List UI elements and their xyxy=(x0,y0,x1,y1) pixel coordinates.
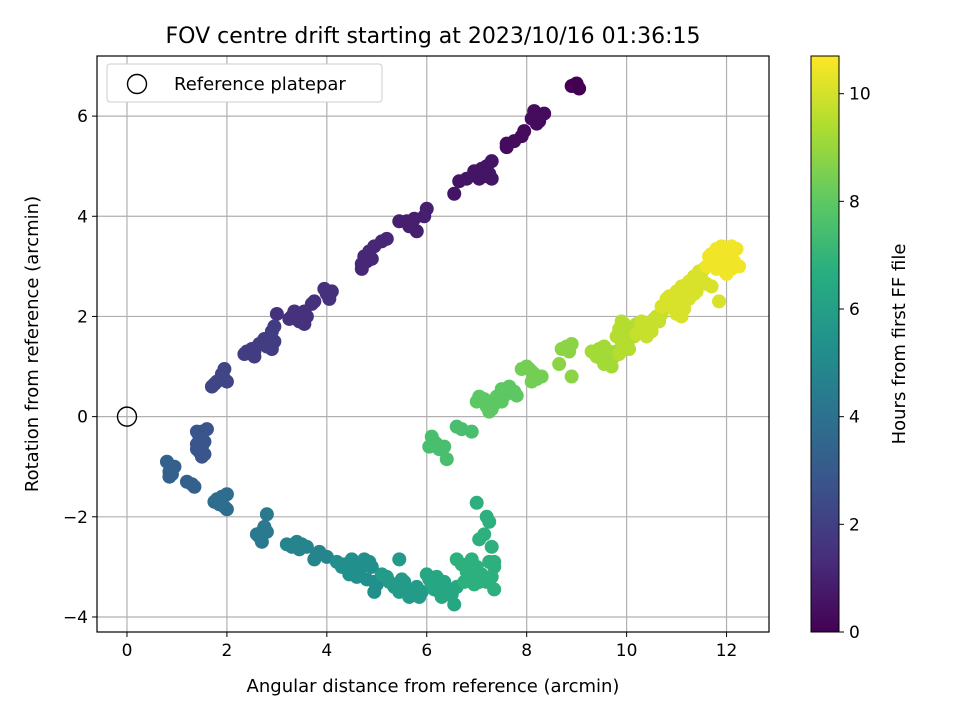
legend-box xyxy=(106,63,383,103)
data-point xyxy=(414,584,429,599)
data-point xyxy=(562,344,577,359)
data-point xyxy=(494,382,509,397)
colorbar-tick-label: 8 xyxy=(849,192,860,212)
data-point xyxy=(204,379,219,394)
data-point xyxy=(354,559,369,574)
colorbar-ticks: 0 2 4 6 8 10 xyxy=(839,85,871,643)
x-tick-label: 12 xyxy=(716,641,738,661)
data-point xyxy=(524,374,539,389)
data-point xyxy=(259,507,274,522)
data-point xyxy=(367,584,382,599)
data-point xyxy=(589,347,604,362)
data-point xyxy=(469,495,484,510)
data-point xyxy=(322,291,337,306)
data-point xyxy=(472,532,487,547)
colorbar-tick-label: 10 xyxy=(849,85,871,105)
data-point xyxy=(487,559,502,574)
data-point xyxy=(569,76,584,91)
data-point xyxy=(452,174,467,189)
data-point xyxy=(714,239,729,254)
chart-title: FOV centre drift starting at 2023/10/16 … xyxy=(166,24,701,49)
data-point xyxy=(522,362,537,377)
y-axis-label: Rotation from reference (arcmin) xyxy=(22,196,43,492)
data-point xyxy=(217,499,232,514)
y-tick-label: −2 xyxy=(63,508,88,528)
data-point xyxy=(479,169,494,184)
x-tick-label: 2 xyxy=(221,641,232,661)
data-point xyxy=(479,509,494,524)
colorbar: 0 2 4 6 8 10 Hours from first FF file xyxy=(810,55,910,643)
data-point xyxy=(359,254,374,269)
data-point xyxy=(402,219,417,234)
data-point xyxy=(509,388,524,403)
data-point xyxy=(729,241,744,256)
data-point xyxy=(484,402,499,417)
data-point xyxy=(282,311,297,326)
x-axis-label: Angular distance from reference (arcmin) xyxy=(247,676,620,697)
reference-marker-layer xyxy=(116,406,138,427)
data-point xyxy=(447,186,462,201)
data-point xyxy=(484,539,499,554)
colorbar-tick-label: 6 xyxy=(849,300,860,320)
reference-platepar-marker xyxy=(116,406,138,427)
legend: Reference platepar xyxy=(106,63,383,103)
data-point xyxy=(447,597,462,612)
data-point xyxy=(634,314,649,329)
data-point xyxy=(162,469,177,484)
data-point xyxy=(437,439,452,454)
data-point xyxy=(397,574,412,589)
data-point xyxy=(499,140,514,155)
y-tick-label: −4 xyxy=(63,608,88,628)
x-tick-label: 6 xyxy=(421,641,432,661)
y-tick-label: 4 xyxy=(77,207,88,227)
data-point xyxy=(392,552,407,567)
x-tick-label: 8 xyxy=(521,641,532,661)
data-point xyxy=(299,539,314,554)
data-point xyxy=(259,524,274,539)
data-point xyxy=(219,374,234,389)
data-point xyxy=(564,369,579,384)
data-point xyxy=(724,261,739,276)
data-point xyxy=(614,314,629,329)
data-point xyxy=(464,424,479,439)
colorbar-label: Hours from first FF file xyxy=(889,244,910,445)
data-point xyxy=(439,452,454,467)
data-point xyxy=(487,582,502,597)
x-axis: 0 2 4 6 8 10 12 xyxy=(122,632,738,661)
data-point xyxy=(269,306,284,321)
data-point xyxy=(247,349,262,364)
data-point xyxy=(264,342,279,357)
y-tick-label: 2 xyxy=(77,307,88,327)
data-point xyxy=(712,294,727,309)
y-tick-label: 6 xyxy=(77,107,88,127)
data-point xyxy=(704,279,719,294)
data-point xyxy=(364,559,379,574)
data-point xyxy=(439,587,454,602)
data-point xyxy=(597,357,612,372)
x-tick-label: 0 xyxy=(122,641,133,661)
legend-reference-marker xyxy=(126,73,148,95)
data-point xyxy=(472,574,487,589)
data-point xyxy=(532,114,547,129)
x-tick-label: 4 xyxy=(321,641,332,661)
plot-frame xyxy=(96,55,770,633)
data-point xyxy=(427,579,442,594)
y-axis: −4 −2 0 2 4 6 xyxy=(63,107,97,628)
y-tick-label: 0 xyxy=(77,408,88,428)
data-point xyxy=(687,286,702,301)
data-points xyxy=(159,76,747,612)
data-point xyxy=(189,442,204,457)
colorbar-tick-label: 2 xyxy=(849,515,860,535)
data-point xyxy=(552,357,567,372)
colorbar-tick-label: 4 xyxy=(849,408,860,428)
colorbar-gradient xyxy=(810,55,840,633)
data-point xyxy=(422,439,437,454)
x-tick-label: 10 xyxy=(616,641,638,661)
colorbar-tick-label: 0 xyxy=(849,623,860,643)
legend-entry-reference-platepar: Reference platepar xyxy=(174,74,346,95)
data-point xyxy=(612,347,627,362)
data-point xyxy=(187,479,202,494)
